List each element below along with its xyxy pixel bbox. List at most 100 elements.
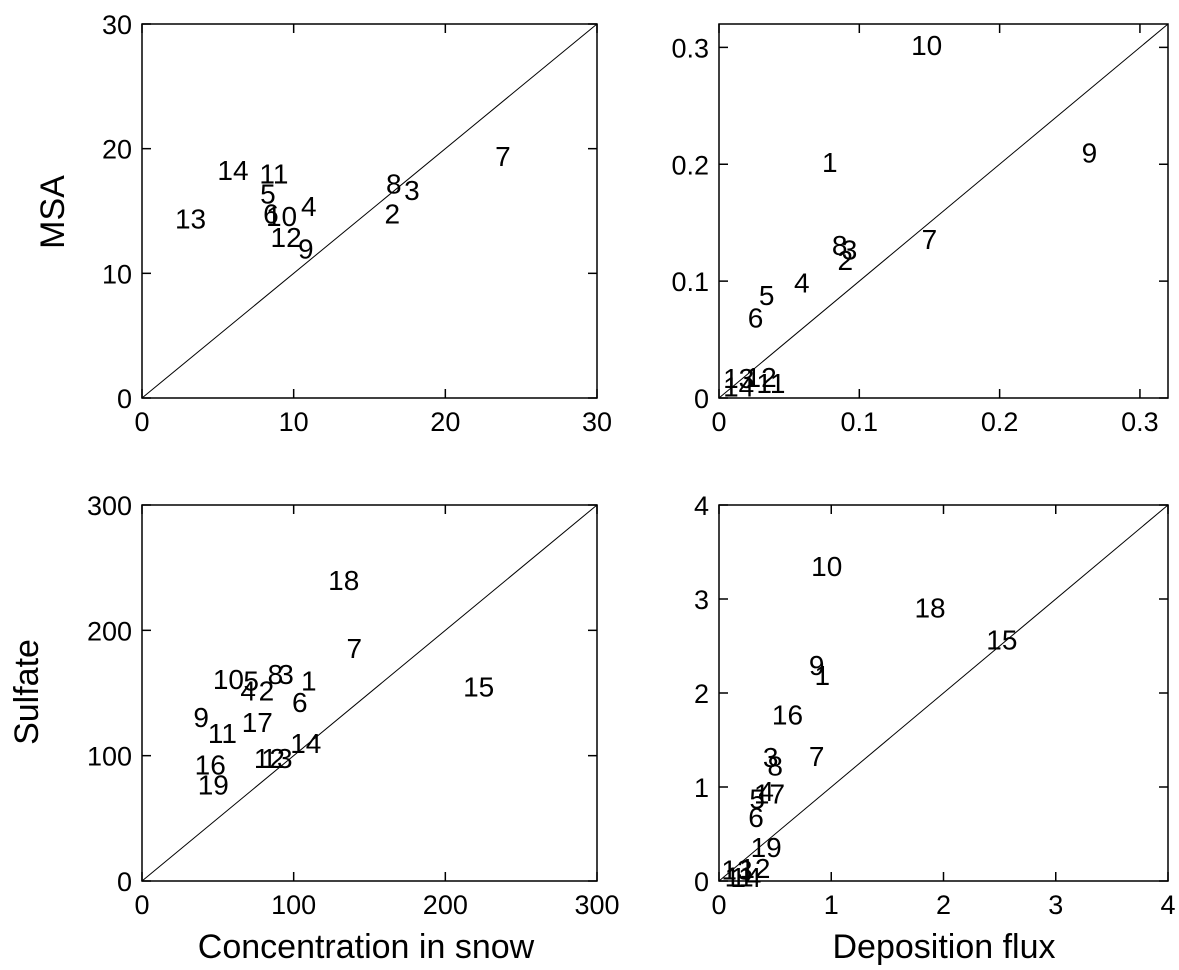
data-point-label: 15: [463, 672, 494, 703]
data-point-label: 12: [746, 362, 777, 393]
data-point-label: 1: [301, 665, 317, 696]
x-tick-label: 3: [1048, 890, 1063, 920]
y-axis-title-sulfate: Sulfate: [8, 639, 46, 745]
data-point-label: 7: [922, 224, 938, 255]
data-point-label: 6: [748, 302, 764, 333]
data-point-label: 2: [384, 198, 400, 229]
y-tick-label: 0: [694, 384, 709, 414]
x-axis-title-concentration: Concentration in snow: [198, 928, 535, 966]
data-point-label: 2: [259, 675, 275, 706]
x-tick-label: 300: [574, 890, 619, 920]
x-tick-label: 30: [582, 407, 612, 437]
data-point-label: 15: [986, 624, 1017, 655]
data-point-label: 6: [748, 802, 764, 833]
data-point-label: 8: [268, 659, 284, 690]
x-tick-label: 0.1: [841, 407, 879, 437]
data-point-label: 7: [809, 741, 825, 772]
x-axis-title-deposition: Deposition flux: [832, 928, 1055, 966]
data-point-label: 12: [739, 853, 770, 884]
data-point-label: 1: [822, 147, 838, 178]
identity-line: [718, 504, 1169, 882]
y-tick-label: 30: [102, 10, 132, 40]
y-tick-label: 0.1: [671, 267, 709, 297]
data-point-label: 7: [495, 141, 511, 172]
data-point-label: 7: [347, 633, 363, 664]
data-point-label: 8: [832, 230, 848, 261]
data-point-label: 13: [723, 363, 754, 394]
data-point-label: 4: [794, 267, 810, 298]
data-point-label: 12: [254, 743, 285, 774]
data-point-label: 9: [298, 233, 314, 264]
plot-frame: [718, 23, 1169, 399]
x-tick-label: 200: [423, 890, 468, 920]
data-point-label: 17: [242, 707, 273, 738]
data-point-label: 10: [811, 551, 842, 582]
data-point-label: 10: [911, 30, 942, 61]
data-point-label: 5: [243, 665, 259, 696]
data-point-label: 9: [809, 650, 825, 681]
identity-line: [141, 23, 598, 399]
y-tick-label: 200: [87, 616, 132, 646]
y-tick-label: 2: [694, 679, 709, 709]
data-point-label: 16: [195, 749, 226, 780]
data-point-label: 11: [725, 861, 754, 892]
data-point-label: 3: [842, 235, 858, 266]
data-point-label: 18: [328, 565, 359, 596]
y-tick-label: 0: [117, 867, 132, 897]
y-tick-label: 1: [694, 773, 709, 803]
data-point-label: 5: [749, 783, 765, 814]
x-tick-label: 100: [271, 890, 316, 920]
y-tick-label: 0: [694, 867, 709, 897]
data-point-label: 13: [721, 855, 752, 886]
identity-line: [718, 23, 1169, 399]
data-point-label: 5: [759, 280, 775, 311]
data-point-label: 10: [213, 664, 244, 695]
plot-frame: [141, 504, 598, 882]
data-point-label: 3: [404, 175, 420, 206]
data-point-label: 3: [763, 742, 779, 773]
identity-line: [141, 504, 598, 882]
data-point-label: 5: [260, 179, 276, 210]
x-tick-label: 20: [430, 407, 460, 437]
data-point-label: 6: [292, 687, 308, 718]
x-tick-label: 4: [1160, 890, 1175, 920]
data-point-label: 4: [758, 776, 774, 807]
data-point-label: 13: [175, 203, 206, 234]
data-point-label: 4: [301, 191, 317, 222]
y-axis-title-msa: MSA: [34, 175, 72, 249]
x-tick-label: 0: [711, 890, 726, 920]
x-tick-label: 2: [936, 890, 951, 920]
x-tick-label: 0: [711, 407, 726, 437]
y-tick-label: 0: [117, 384, 132, 414]
data-point-label: 16: [772, 700, 803, 731]
data-point-label: 14: [723, 371, 754, 402]
data-point-label: 3: [278, 659, 294, 690]
data-point-label: 8: [767, 750, 783, 781]
y-tick-label: 0.3: [671, 33, 709, 63]
x-tick-label: 10: [279, 407, 309, 437]
data-point-label: 19: [198, 769, 229, 800]
data-point-label: 6: [263, 198, 279, 229]
y-tick-label: 0.2: [671, 150, 709, 180]
data-point-label: 18: [914, 592, 945, 623]
x-tick-label: 0.2: [981, 407, 1019, 437]
data-point-label: 14: [290, 728, 321, 759]
data-point-label: 4: [240, 675, 256, 706]
data-point-label: 14: [217, 155, 248, 186]
x-tick-label: 0.3: [1121, 407, 1159, 437]
data-point-label: 13: [261, 743, 292, 774]
data-point-label: 14: [730, 862, 761, 893]
y-tick-label: 4: [694, 491, 709, 521]
data-point-label: 10: [266, 201, 297, 232]
data-point-label: 19: [751, 832, 782, 863]
x-tick-label: 0: [134, 890, 149, 920]
y-tick-label: 20: [102, 135, 132, 165]
y-tick-label: 3: [694, 585, 709, 615]
data-point-label: 2: [837, 245, 853, 276]
x-tick-label: 0: [134, 407, 149, 437]
data-point-label: 17: [754, 779, 785, 810]
data-point-label: 8: [386, 169, 402, 200]
